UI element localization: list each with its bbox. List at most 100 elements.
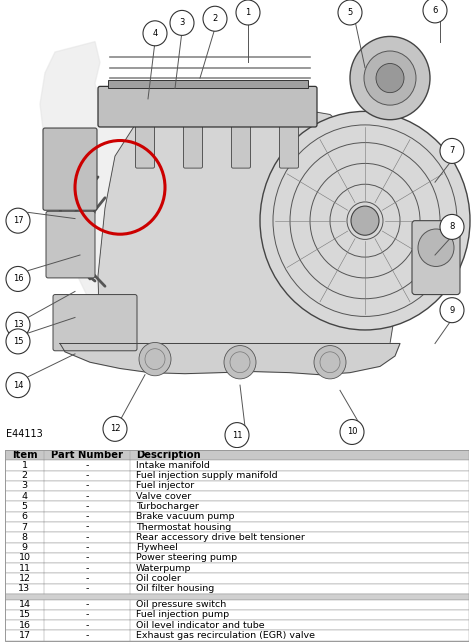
Circle shape [440, 138, 464, 164]
Circle shape [260, 111, 470, 330]
Bar [5, 553, 469, 563]
Bar [5, 542, 469, 553]
Text: -: - [85, 621, 89, 630]
Text: 3: 3 [179, 19, 185, 28]
Text: 7: 7 [21, 522, 27, 531]
Text: 4: 4 [21, 492, 27, 501]
FancyBboxPatch shape [98, 86, 317, 127]
Bar [5, 532, 469, 542]
FancyBboxPatch shape [46, 211, 95, 278]
Circle shape [338, 0, 362, 25]
FancyBboxPatch shape [280, 108, 299, 168]
Text: -: - [85, 513, 89, 522]
Text: 12: 12 [18, 574, 30, 583]
FancyBboxPatch shape [136, 108, 155, 168]
Bar [5, 594, 469, 600]
Text: Item: Item [12, 450, 37, 460]
Text: 6: 6 [432, 6, 438, 15]
Text: E44113: E44113 [6, 430, 43, 439]
FancyBboxPatch shape [412, 221, 460, 294]
Text: 13: 13 [18, 584, 30, 593]
Bar [5, 471, 469, 481]
Circle shape [364, 51, 416, 105]
Bar [5, 563, 469, 573]
Text: -: - [85, 564, 89, 573]
Circle shape [440, 298, 464, 323]
Circle shape [6, 329, 30, 354]
Bar [5, 600, 469, 610]
Polygon shape [98, 109, 395, 343]
Text: 7: 7 [449, 146, 455, 155]
Polygon shape [40, 42, 415, 359]
Text: 11: 11 [18, 564, 30, 573]
Text: Exhaust gas recirculation (EGR) valve: Exhaust gas recirculation (EGR) valve [136, 631, 315, 640]
Text: -: - [85, 611, 89, 620]
Text: 15: 15 [18, 611, 30, 620]
Text: 17: 17 [18, 631, 30, 640]
Text: 10: 10 [18, 553, 30, 562]
Text: -: - [85, 600, 89, 609]
Text: Description: Description [136, 450, 201, 460]
Text: -: - [85, 631, 89, 640]
Text: 9: 9 [449, 306, 455, 315]
Text: -: - [85, 502, 89, 511]
Text: 6: 6 [21, 513, 27, 522]
Text: 1: 1 [21, 461, 27, 470]
Text: Oil level indicator and tube: Oil level indicator and tube [136, 621, 264, 630]
Text: -: - [85, 471, 89, 480]
Circle shape [103, 417, 127, 441]
Text: -: - [85, 584, 89, 593]
Circle shape [6, 208, 30, 233]
Circle shape [423, 0, 447, 23]
Text: 8: 8 [449, 222, 455, 231]
Circle shape [418, 229, 454, 267]
FancyBboxPatch shape [53, 294, 137, 351]
Text: 9: 9 [21, 543, 27, 552]
Text: -: - [85, 461, 89, 470]
Bar [5, 522, 469, 532]
Circle shape [6, 373, 30, 397]
Circle shape [6, 312, 30, 337]
Text: Fuel injector: Fuel injector [136, 482, 194, 491]
Circle shape [351, 206, 379, 235]
Circle shape [170, 10, 194, 35]
Text: -: - [85, 482, 89, 491]
Circle shape [376, 64, 404, 93]
Circle shape [6, 267, 30, 292]
Text: Part Number: Part Number [51, 450, 123, 460]
Bar [5, 460, 469, 471]
Circle shape [340, 419, 364, 444]
Bar [5, 583, 469, 594]
Text: 14: 14 [18, 600, 30, 609]
Bar [5, 502, 469, 512]
FancyBboxPatch shape [43, 128, 97, 210]
Text: 3: 3 [21, 482, 27, 491]
Text: Oil pressure switch: Oil pressure switch [136, 600, 226, 609]
Text: 8: 8 [21, 533, 27, 542]
Bar [5, 620, 469, 630]
Bar [5, 512, 469, 522]
Circle shape [143, 21, 167, 46]
Bar [5, 573, 469, 583]
Text: 10: 10 [347, 428, 357, 437]
Bar [108, 80, 308, 88]
Text: Intake manifold: Intake manifold [136, 461, 210, 470]
Text: Flywheel: Flywheel [136, 543, 177, 552]
Polygon shape [60, 343, 400, 375]
Text: -: - [85, 492, 89, 501]
Text: 5: 5 [347, 8, 353, 17]
Text: -: - [85, 553, 89, 562]
Text: 12: 12 [110, 424, 120, 433]
Bar [5, 450, 469, 460]
Text: Thermostat housing: Thermostat housing [136, 522, 231, 531]
Text: Turbocharger: Turbocharger [136, 502, 199, 511]
Circle shape [203, 6, 227, 31]
Text: -: - [85, 533, 89, 542]
Text: Oil filter housing: Oil filter housing [136, 584, 214, 593]
Text: Valve cover: Valve cover [136, 492, 191, 501]
Text: Fuel injection pump: Fuel injection pump [136, 611, 229, 620]
FancyBboxPatch shape [183, 108, 202, 168]
Text: 17: 17 [13, 216, 23, 225]
Text: -: - [85, 522, 89, 531]
Text: Oil cooler: Oil cooler [136, 574, 181, 583]
